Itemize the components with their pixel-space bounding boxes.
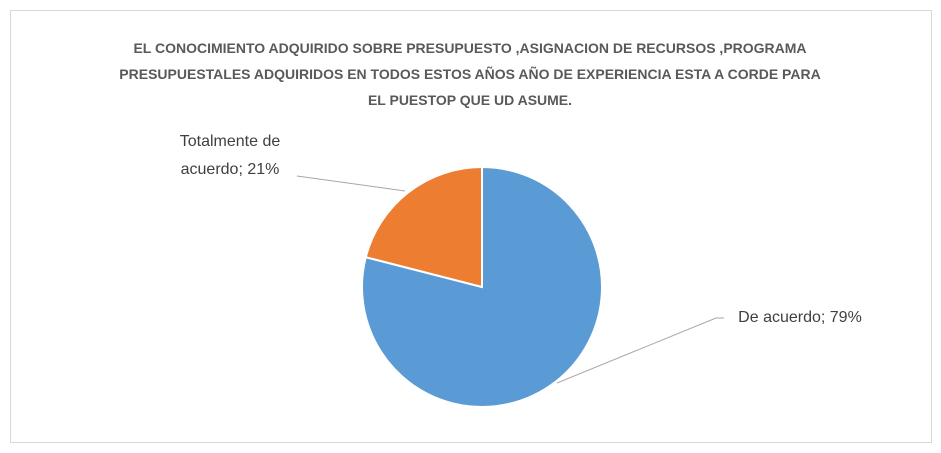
data-label: Totalmente de acuerdo; 21%: [179, 133, 281, 178]
leader-line: [556, 317, 724, 384]
chart-frame: [10, 10, 932, 443]
data-label: De acuerdo; 79%: [738, 309, 862, 326]
leader-line: [296, 175, 406, 192]
chart-title: EL CONOCIMIENTO ADQUIRIDO SOBRE PRESUPUE…: [119, 40, 821, 108]
pie-slice: [364, 165, 483, 289]
